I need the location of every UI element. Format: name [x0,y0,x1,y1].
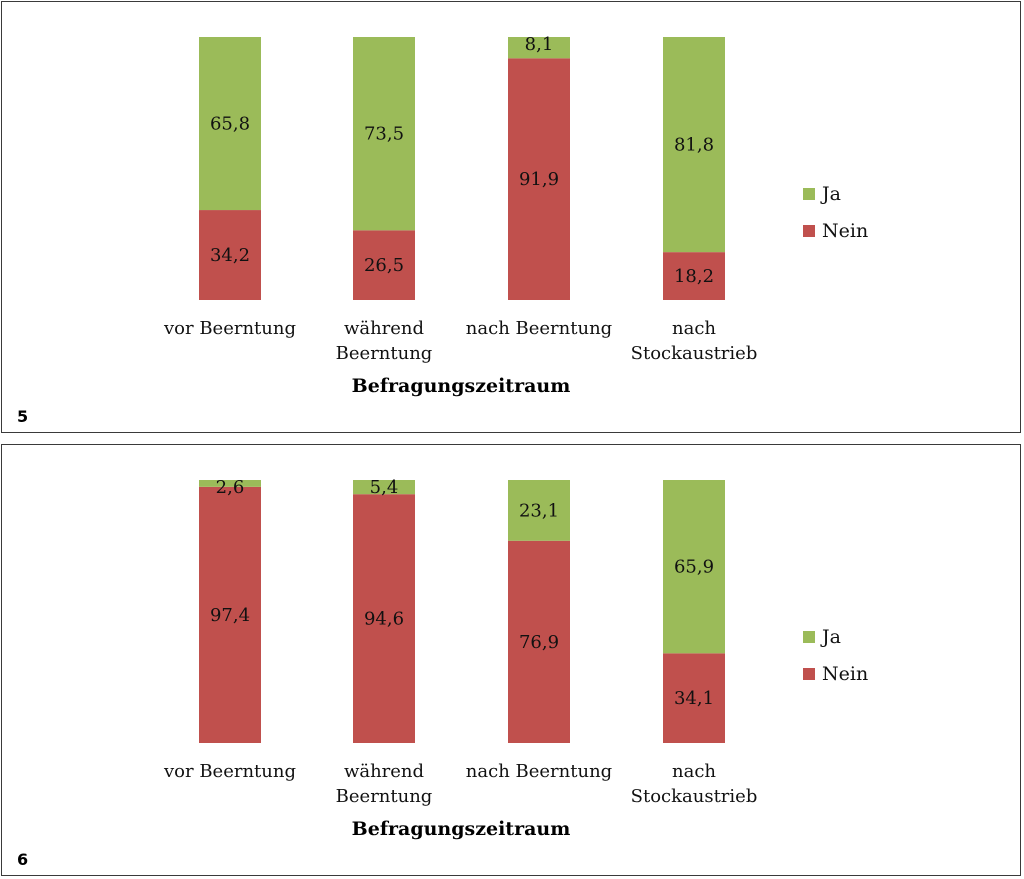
bar-nein [199,210,261,300]
legend-label-ja: Ja [820,626,841,648]
legend-label-nein: Nein [822,663,868,685]
legend-label-nein: Nein [822,220,868,242]
bar-nein [508,58,570,300]
bar-ja [663,480,725,654]
stacked-bar-chart-6: 97,4 2,6 vor Beerntung 94,6 5,4 während Beernt… [163,477,868,840]
x-axis-title: Befragungszeitraum [352,818,571,840]
data-label-ja: 2,6 [216,477,245,498]
bar-ja [508,480,570,541]
bar-ja [508,37,570,59]
legend-swatch-ja [803,631,815,643]
stacked-bar-chart-5: 34,2 65,8 vor Beerntung 26,5 73,5 während Beer… [163,34,868,397]
bar-nein [663,252,725,300]
category-label: während [344,318,424,339]
bar-nein [508,540,570,743]
x-axis-title: Befragungszeitraum [352,375,571,397]
bar-nein [353,494,415,743]
bar-ja [199,480,261,487]
legend-swatch-nein [803,668,815,680]
bar-ja [663,37,725,253]
bar-nein [663,653,725,743]
category-label: Stockaustrieb [631,343,758,364]
data-label-nein: 34,2 [210,245,250,266]
category-label: während [344,761,424,782]
bar-ja [353,37,415,231]
data-label-ja: 65,9 [674,557,714,578]
category-label: nach Beerntung [466,761,612,782]
legend-label-ja: Ja [820,183,841,205]
bar-nein [199,486,261,743]
category-label: vor Beerntung [163,761,296,782]
legend-swatch-nein [803,225,815,237]
data-label-ja: 73,5 [364,124,404,145]
data-label-ja: 5,4 [370,477,399,498]
bar-ja [353,480,415,495]
category-label: Beerntung [336,786,433,807]
data-label-ja: 65,8 [210,114,250,135]
panel-number: 5 [17,407,29,426]
data-label-nein: 91,9 [519,169,559,190]
data-label-nein: 18,2 [674,266,714,287]
data-label-nein: 76,9 [519,632,559,653]
category-label: nach [672,761,716,782]
category-label: Beerntung [336,343,433,364]
category-label: vor Beerntung [163,318,296,339]
data-label-ja: 8,1 [525,34,554,55]
legend-swatch-ja [803,188,815,200]
data-label-nein: 97,4 [210,605,250,626]
bar-ja [199,37,261,211]
chart-panel-5: 34,2 65,8 vor Beerntung 26,5 73,5 während Beer… [1,1,1021,433]
data-label-nein: 34,1 [674,688,714,709]
panel-number: 6 [17,850,29,869]
data-label-ja: 23,1 [519,500,559,521]
category-label: Stockaustrieb [631,786,758,807]
data-label-nein: 26,5 [364,255,404,276]
data-label-nein: 94,6 [364,609,404,630]
data-label-ja: 81,8 [674,135,714,156]
category-label: nach [672,318,716,339]
chart-panel-6: 97,4 2,6 vor Beerntung 94,6 5,4 während Beernt… [1,444,1021,876]
category-label: nach Beerntung [466,318,612,339]
bar-nein [353,230,415,300]
